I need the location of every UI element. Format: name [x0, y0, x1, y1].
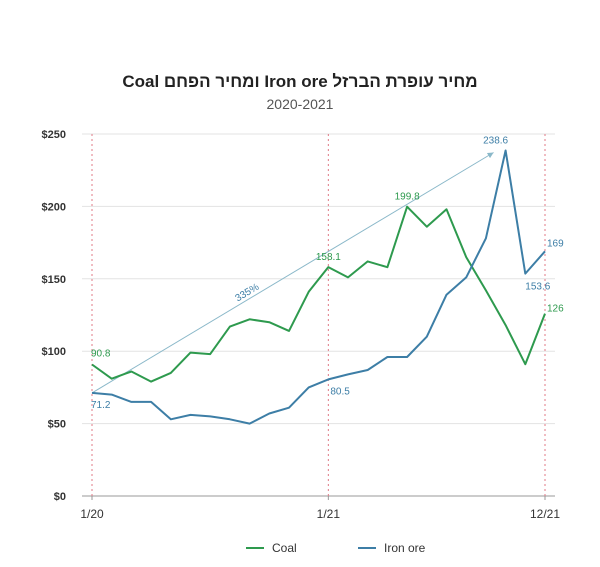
legend-swatch-coal: [246, 547, 264, 549]
y-tick-label: $100: [42, 346, 66, 358]
y-tick-label: $0: [54, 491, 66, 503]
coal-data-label: 158.1: [316, 252, 341, 263]
legend-item-coal: Coal: [246, 541, 297, 555]
coal-line: [91, 205, 546, 383]
legend-item-iron-ore: Iron ore: [358, 541, 425, 555]
x-tick-label: 12/21: [530, 507, 560, 521]
legend-swatch-iron-ore: [358, 547, 376, 549]
chart-title: מחיר עופרת הברזל Iron ore ומחיר הפחם Coa…: [122, 72, 478, 91]
iron-ore-line: [91, 149, 546, 425]
iron-ore-data-label: 71.2: [91, 400, 111, 411]
legend-label-iron-ore: Iron ore: [384, 541, 426, 555]
y-tick-label: $200: [42, 201, 66, 213]
iron-ore-data-label: 80.5: [330, 386, 350, 397]
iron-ore-data-label: 153.6: [525, 282, 550, 293]
x-tick-label: 1/21: [317, 507, 341, 521]
y-tick-label: $250: [42, 129, 66, 141]
growth-annotation-label: 335%: [234, 282, 262, 305]
iron-ore-data-label: 238.6: [483, 136, 508, 147]
legend-label-coal: Coal: [272, 541, 297, 555]
y-tick-label: $150: [42, 274, 66, 286]
chart-subtitle: 2020-2021: [266, 96, 334, 112]
growth-arrow: [91, 152, 494, 394]
chart-legend: Coal Iron ore: [0, 541, 600, 557]
y-tick-label: $50: [48, 419, 66, 431]
x-tick-label: 1/20: [80, 507, 104, 521]
iron-ore-data-label: 169: [547, 238, 564, 249]
coal-data-label: 90.8: [91, 349, 111, 360]
coal-data-label: 126: [547, 304, 564, 315]
coal-data-label: 199.8: [395, 192, 420, 203]
